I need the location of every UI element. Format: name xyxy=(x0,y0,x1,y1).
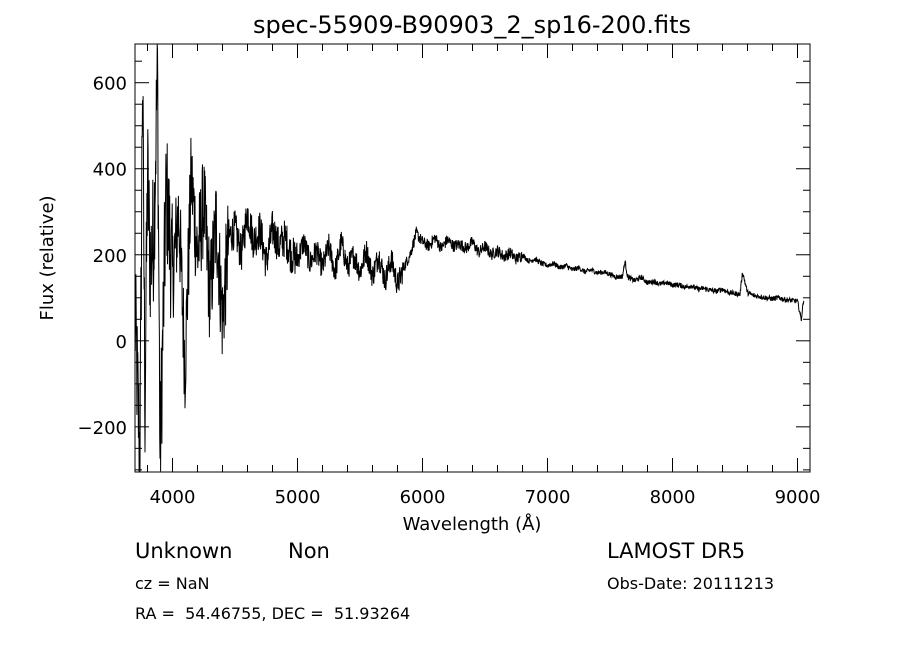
y-tick-label: 200 xyxy=(93,246,127,267)
x-tick-label: 9000 xyxy=(775,487,821,508)
x-tick-label: 7000 xyxy=(525,487,571,508)
coordinates-label: RA = 54.46755, DEC = 51.93264 xyxy=(135,604,411,623)
redshift-label: cz = NaN xyxy=(135,574,210,593)
survey-label: LAMOST DR5 xyxy=(607,539,746,563)
y-tick-label: −200 xyxy=(78,418,127,439)
chart-title: spec-55909-B90903_2_sp16-200.fits xyxy=(253,11,691,39)
obs-date-label: Obs-Date: 20111213 xyxy=(607,574,775,593)
x-tick-label: 6000 xyxy=(400,487,446,508)
y-tick-label: 0 xyxy=(116,332,127,353)
plot-frame xyxy=(134,43,811,473)
y-tick-label: 400 xyxy=(93,160,127,181)
tick-labels: 4000 5000 6000 7000 8000 9000 −200 0 200 400 600 xyxy=(78,74,821,508)
x-tick-label: 4000 xyxy=(150,487,196,508)
object-subclass: Non xyxy=(288,539,330,563)
x-tick-label: 8000 xyxy=(650,487,696,508)
spectrum-line xyxy=(134,43,805,473)
y-tick-label: 600 xyxy=(93,74,127,95)
object-class: Unknown xyxy=(135,539,233,563)
plot-axes xyxy=(134,43,811,473)
x-tick-label: 5000 xyxy=(275,487,321,508)
axis-ticks xyxy=(135,44,810,472)
y-axis-label: Flux (relative) xyxy=(37,195,58,320)
x-axis-label: Wavelength (Å) xyxy=(403,513,542,535)
